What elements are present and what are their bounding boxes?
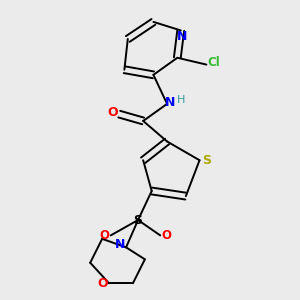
Text: N: N — [115, 238, 125, 251]
Text: O: O — [161, 229, 171, 242]
Text: S: S — [134, 214, 142, 226]
Text: N: N — [177, 30, 188, 43]
Text: O: O — [100, 229, 110, 242]
Text: H: H — [177, 95, 186, 105]
Text: Cl: Cl — [208, 56, 220, 69]
Text: S: S — [202, 154, 211, 167]
Text: N: N — [165, 96, 176, 109]
Text: O: O — [98, 277, 108, 290]
Text: O: O — [108, 106, 118, 119]
